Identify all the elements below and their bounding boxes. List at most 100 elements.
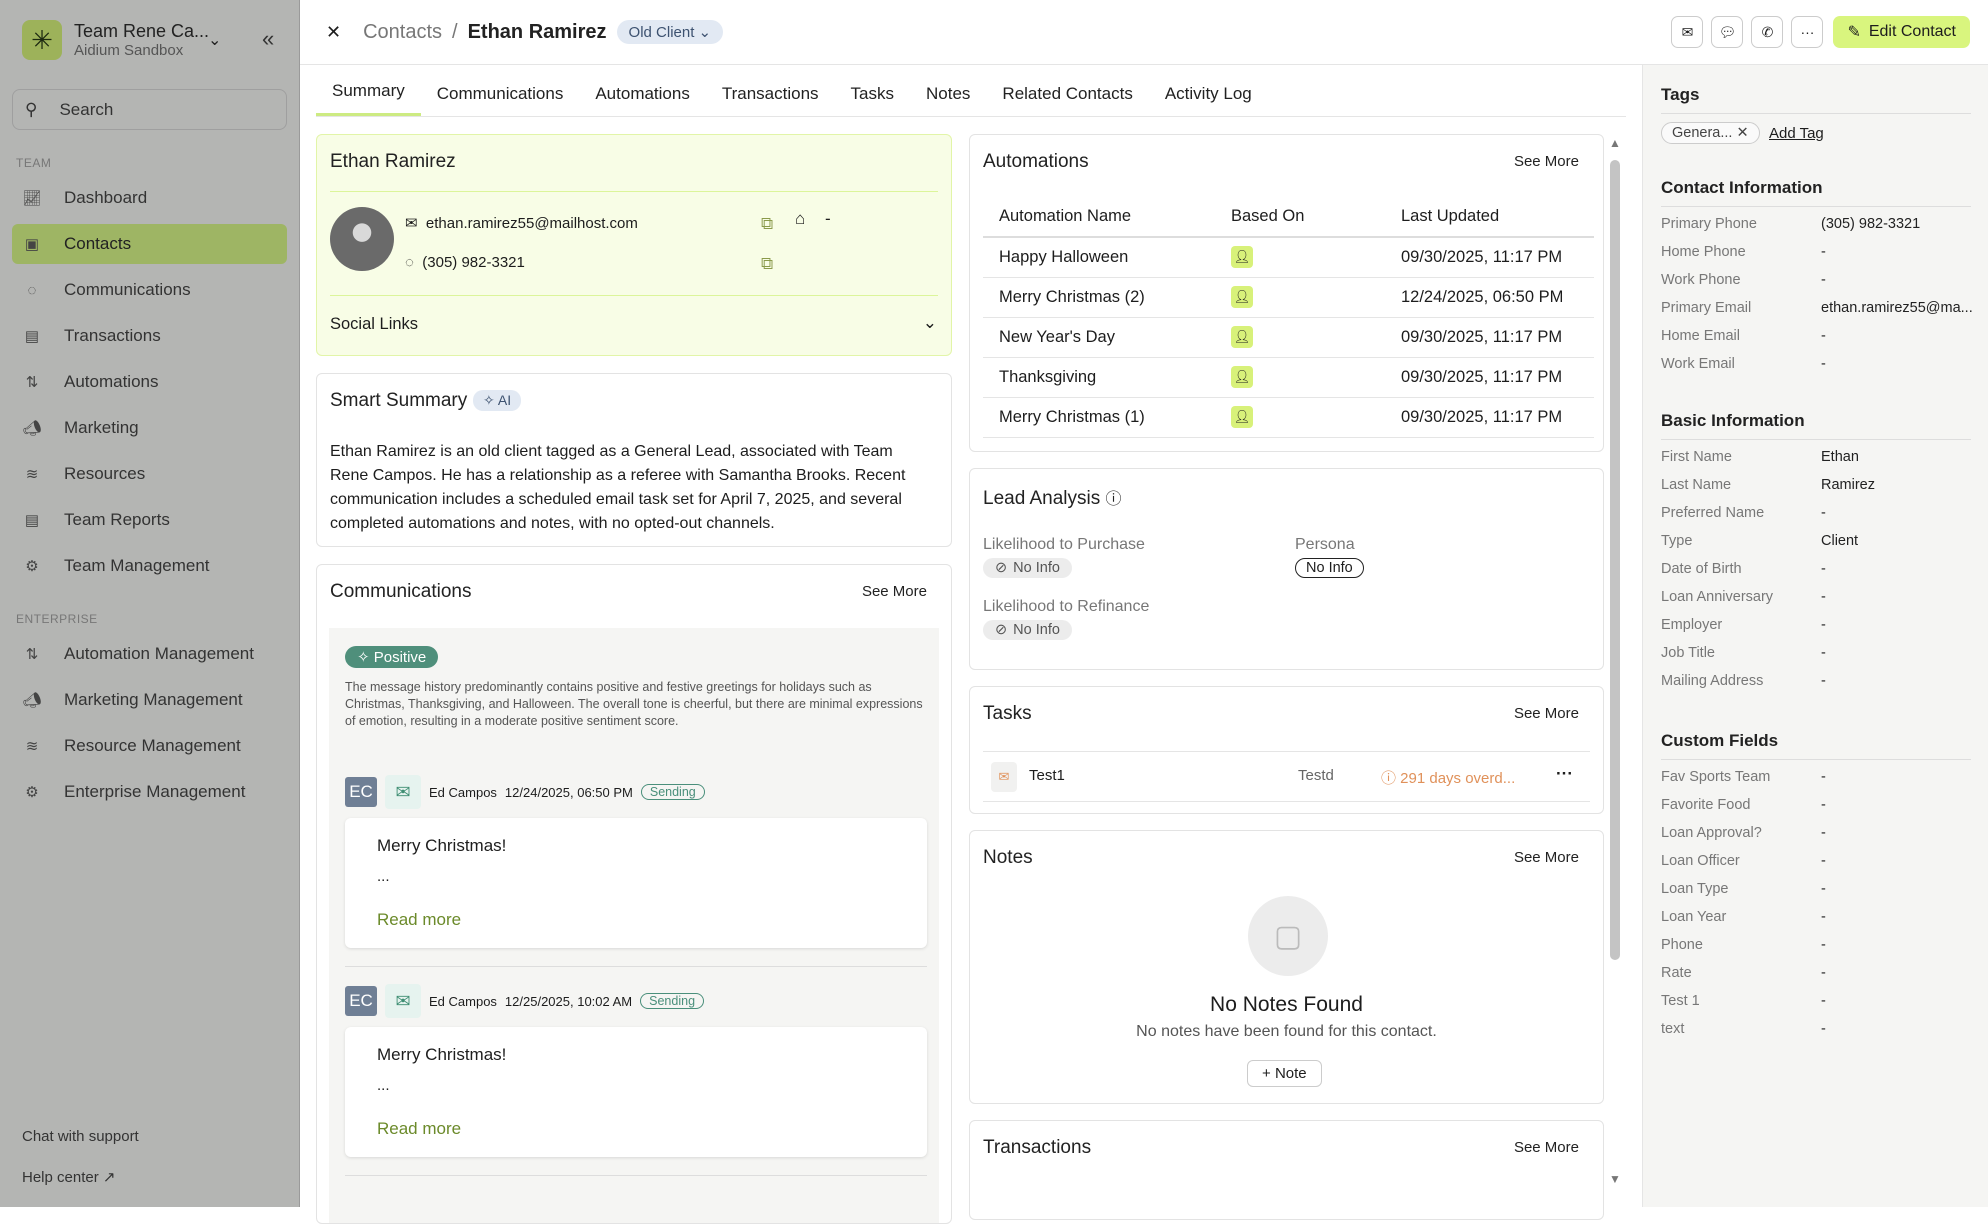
field-row: Fav Sports Team -	[1661, 769, 1981, 785]
copy-phone-icon[interactable]: ⧉	[761, 254, 774, 273]
call-button[interactable]: ✆	[1751, 16, 1784, 48]
table-row[interactable]: Merry Christmas (2) 👤︎ 12/24/2025, 06:50 P…	[983, 277, 1594, 318]
field-label: Home Phone	[1661, 244, 1746, 260]
table-row[interactable]: Merry Christmas (1) 👤︎ 09/30/2025, 11:17 P…	[983, 397, 1594, 438]
tab-tasks[interactable]: Tasks	[850, 84, 894, 103]
chart-line-icon: 📈︎	[22, 190, 42, 207]
chat-support-link[interactable]: Chat with support	[22, 1128, 139, 1145]
sidebar-item-team-management[interactable]: ⚙ Team Management	[12, 546, 287, 586]
field-row: Last Name Ramirez	[1661, 477, 1981, 493]
message-header: EC ✉ Ed Campos 12/24/2025, 06:50 PM Sending	[345, 775, 705, 809]
sidebar-item-automations[interactable]: ⇅ Automations	[12, 362, 287, 402]
automations-see-more[interactable]: See More	[1513, 153, 1579, 170]
note-icon: ▢	[1248, 896, 1328, 976]
based-on-cell: 👤︎	[1215, 357, 1385, 398]
scrollbar[interactable]	[1610, 160, 1620, 960]
sidebar-item-label: Resources	[64, 464, 146, 483]
sidebar-item-contacts[interactable]: ▣ Contacts	[12, 224, 287, 264]
search-input[interactable]: ⚲ Search	[12, 89, 287, 130]
avatar: EC	[345, 777, 377, 807]
message-card[interactable]: Merry Christmas!... Read more	[345, 818, 927, 948]
tab-related-contacts[interactable]: Related Contacts	[1002, 84, 1133, 103]
edit-contact-button[interactable]: ✎ Edit Contact	[1833, 16, 1970, 48]
tab-notes[interactable]: Notes	[926, 84, 971, 103]
table-row[interactable]: Thanksgiving 👤︎ 09/30/2025, 11:17 PM	[983, 357, 1594, 398]
info-icon[interactable]: ⓘ	[1105, 491, 1122, 508]
sidebar-item-team-reports[interactable]: ▤ Team Reports	[12, 500, 287, 540]
email-button[interactable]: ✉	[1671, 16, 1704, 48]
sidebar-item-resource-management[interactable]: ≋ Resource Management	[12, 726, 287, 766]
smart-summary-text: Ethan Ramirez is an old client tagged as…	[330, 443, 906, 532]
field-label: Last Name	[1661, 477, 1732, 493]
field-row: Preferred Name -	[1661, 505, 1981, 521]
notes-see-more[interactable]: See More	[1513, 849, 1579, 866]
megaphone-icon: 📣︎	[22, 420, 42, 437]
basic-title: Basic Information	[1661, 411, 1805, 430]
field-label: Type	[1661, 533, 1693, 549]
transactions-card: Transactions See More	[969, 1120, 1604, 1220]
field-row: Type Client	[1661, 533, 1981, 549]
table-row[interactable]: New Year's Day 👤︎ 09/30/2025, 11:17 PM	[983, 317, 1594, 358]
person-icon: 👤︎	[1231, 406, 1253, 428]
tab-automations[interactable]: Automations	[595, 84, 690, 103]
sidebar-item-marketing-management[interactable]: 📣︎ Marketing Management	[12, 680, 287, 720]
tasks-see-more[interactable]: See More	[1513, 705, 1579, 722]
sidebar-item-automation-management[interactable]: ⇅ Automation Management	[12, 634, 287, 674]
collapse-sidebar-icon[interactable]: «	[262, 26, 275, 51]
help-center-link[interactable]: Help center ↗	[22, 1168, 115, 1186]
persona-value: No Info	[1295, 558, 1364, 578]
tab-communications[interactable]: Communications	[436, 84, 564, 103]
field-value: -	[1821, 356, 1826, 372]
breadcrumb-contacts[interactable]: Contacts	[363, 20, 443, 43]
remove-tag-icon[interactable]: ✕	[1736, 125, 1749, 141]
task-row[interactable]: ✉ Test1 Testd ⓘ 291 days overd... ···	[983, 752, 1590, 802]
field-row: Loan Anniversary -	[1661, 589, 1981, 605]
field-value: Ethan	[1821, 449, 1859, 465]
message-card[interactable]: Merry Christmas!... Read more	[345, 1027, 927, 1157]
field-label: text	[1661, 1021, 1685, 1037]
scroll-up-icon[interactable]: ▲	[1609, 136, 1621, 150]
sidebar-item-transactions[interactable]: ▤ Transactions	[12, 316, 287, 356]
sidebar-item-dashboard[interactable]: 📈︎ Dashboard	[12, 178, 287, 218]
sentiment-label: Positive	[373, 649, 427, 666]
last-updated: 12/24/2025, 06:50 PM	[1385, 277, 1594, 318]
purchase-label: Likelihood to Purchase	[983, 536, 1145, 553]
sidebar-item-communications[interactable]: ◌ Communications	[12, 270, 287, 310]
field-label: Primary Phone	[1661, 216, 1757, 232]
tab-activity-log[interactable]: Activity Log	[1164, 84, 1252, 103]
scroll-down-icon[interactable]: ▼	[1609, 1172, 1621, 1186]
read-more-link[interactable]: Read more	[377, 910, 462, 929]
close-icon[interactable]: ✕	[326, 21, 342, 42]
tab-transactions[interactable]: Transactions	[721, 84, 819, 103]
sidebar-item-marketing[interactable]: 📣︎ Marketing	[12, 408, 287, 448]
add-note-button[interactable]: + Note	[1247, 1060, 1322, 1087]
message-button[interactable]: 💬︎	[1711, 16, 1744, 48]
chevron-down-icon[interactable]: ⌄	[922, 313, 937, 332]
status-label: Old Client	[628, 24, 695, 41]
table-row[interactable]: Happy Halloween 👤︎ 09/30/2025, 11:17 PM	[983, 237, 1594, 278]
sidebar-item-resources[interactable]: ≋ Resources	[12, 454, 287, 494]
field-label: Employer	[1661, 617, 1723, 633]
communications-see-more[interactable]: See More	[861, 583, 927, 600]
read-more-link[interactable]: Read more	[377, 1119, 462, 1138]
field-value: -	[1821, 853, 1826, 869]
team-switcher[interactable]: ✳ Team Rene Ca... Aidium Sandbox	[22, 20, 209, 60]
transactions-see-more[interactable]: See More	[1513, 1139, 1579, 1156]
field-row: Loan Type -	[1661, 881, 1981, 897]
field-label: Date of Birth	[1661, 561, 1742, 577]
sidebar-item-enterprise-management[interactable]: ⚙ Enterprise Management	[12, 772, 287, 812]
field-value: -	[1821, 328, 1826, 344]
task-desc: Testd	[1298, 767, 1334, 784]
no-signal-icon: ⊘	[995, 622, 1008, 638]
more-button[interactable]: ···	[1791, 16, 1824, 48]
social-links-toggle[interactable]: Social Links	[330, 315, 419, 333]
tab-summary[interactable]: Summary	[316, 65, 421, 116]
search-icon: ⚲	[25, 99, 38, 119]
chevron-down-icon[interactable]: ⌄	[208, 32, 222, 49]
status-dropdown[interactable]: Old Client ⌄	[616, 20, 724, 44]
copy-email-icon[interactable]: ⧉	[761, 214, 774, 233]
purchase-value-text: No Info	[1013, 560, 1060, 576]
person-icon: 👤︎	[1231, 326, 1253, 348]
more-icon[interactable]: ···	[1556, 764, 1573, 783]
add-tag-link[interactable]: Add Tag	[1769, 125, 1824, 142]
